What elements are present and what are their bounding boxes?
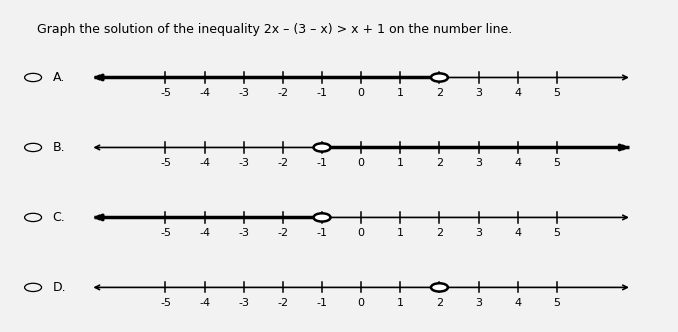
Text: 3: 3 xyxy=(475,298,482,308)
Text: -4: -4 xyxy=(199,298,210,308)
Text: 4: 4 xyxy=(514,298,521,308)
Text: 0: 0 xyxy=(358,158,365,168)
Text: 1: 1 xyxy=(397,88,404,98)
Text: 0: 0 xyxy=(358,228,365,238)
Text: 4: 4 xyxy=(514,88,521,98)
Circle shape xyxy=(431,73,448,82)
Text: 2: 2 xyxy=(436,298,443,308)
Text: -5: -5 xyxy=(160,88,171,98)
Text: -2: -2 xyxy=(277,158,288,168)
Text: 2: 2 xyxy=(436,228,443,238)
Text: 3: 3 xyxy=(475,158,482,168)
Text: -2: -2 xyxy=(277,298,288,308)
Text: -5: -5 xyxy=(160,158,171,168)
Text: -1: -1 xyxy=(317,298,327,308)
Text: C.: C. xyxy=(53,211,65,224)
Circle shape xyxy=(313,143,330,152)
Circle shape xyxy=(313,213,330,221)
Text: -1: -1 xyxy=(317,228,327,238)
Text: -1: -1 xyxy=(317,88,327,98)
Text: -3: -3 xyxy=(238,158,250,168)
Text: 2: 2 xyxy=(436,158,443,168)
Text: D.: D. xyxy=(53,281,66,294)
Text: Graph the solution of the inequality 2x – (3 – x) > x + 1 on the number line.: Graph the solution of the inequality 2x … xyxy=(37,24,513,37)
Text: -3: -3 xyxy=(238,228,250,238)
Text: 5: 5 xyxy=(553,88,560,98)
Text: 1: 1 xyxy=(397,158,404,168)
Text: 0: 0 xyxy=(358,88,365,98)
Text: 5: 5 xyxy=(553,298,560,308)
Text: 2: 2 xyxy=(436,88,443,98)
Text: 3: 3 xyxy=(475,88,482,98)
Text: -3: -3 xyxy=(238,88,250,98)
Text: -4: -4 xyxy=(199,158,210,168)
Circle shape xyxy=(431,283,448,291)
Text: -1: -1 xyxy=(317,158,327,168)
Text: -2: -2 xyxy=(277,88,288,98)
Text: 1: 1 xyxy=(397,228,404,238)
Text: 5: 5 xyxy=(553,158,560,168)
Text: 1: 1 xyxy=(397,298,404,308)
Text: -4: -4 xyxy=(199,88,210,98)
Text: -2: -2 xyxy=(277,228,288,238)
Text: 5: 5 xyxy=(553,228,560,238)
Text: -3: -3 xyxy=(238,298,250,308)
Text: A.: A. xyxy=(53,71,65,84)
Text: 3: 3 xyxy=(475,228,482,238)
Text: B.: B. xyxy=(53,141,65,154)
Text: 4: 4 xyxy=(514,158,521,168)
Text: 4: 4 xyxy=(514,228,521,238)
Text: -4: -4 xyxy=(199,228,210,238)
Text: 0: 0 xyxy=(358,298,365,308)
Text: -5: -5 xyxy=(160,228,171,238)
Text: -5: -5 xyxy=(160,298,171,308)
